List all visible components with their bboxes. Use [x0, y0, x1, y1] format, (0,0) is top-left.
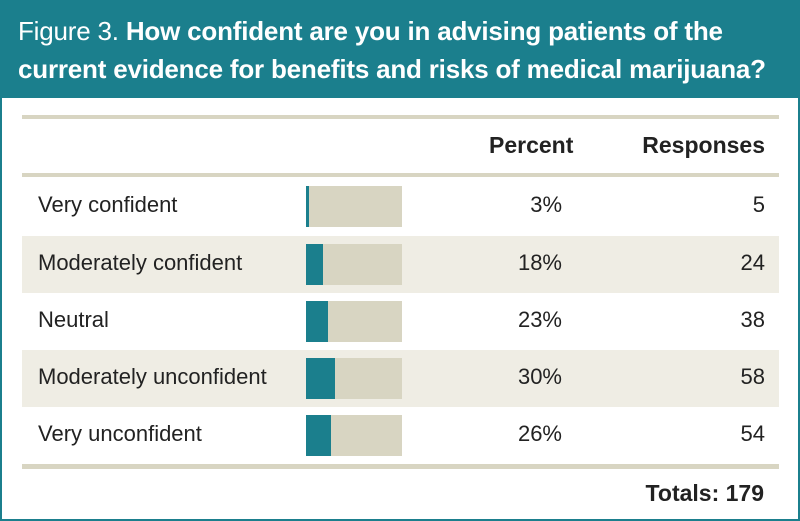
- bar-fill: [306, 358, 335, 399]
- figure-label: Figure 3.: [18, 16, 119, 46]
- table-row: Very unconfident 26% 54: [22, 407, 779, 464]
- bar-fill: [306, 301, 329, 342]
- figure-header: Figure 3. How confident are you in advis…: [2, 2, 798, 98]
- responses-column-header: Responses: [642, 132, 765, 158]
- percent-value: 26%: [517, 421, 562, 446]
- bar-track: [306, 415, 402, 456]
- table-row: Moderately confident 18% 24: [22, 236, 779, 293]
- bar-fill: [306, 415, 331, 456]
- row-label: Very confident: [38, 192, 178, 217]
- header-rule: [22, 173, 779, 177]
- top-rule: [22, 115, 779, 119]
- table-row: Very confident 3% 5: [22, 178, 779, 235]
- table-row: Moderately unconfident 30% 58: [22, 350, 779, 407]
- responses-value: 58: [740, 364, 765, 389]
- figure-title-part-1: How confident are you in advising patien…: [125, 16, 723, 46]
- percent-value: 3%: [530, 192, 562, 217]
- responses-value: 5: [752, 192, 765, 217]
- figure-title-line-2: current evidence for benefits and risks …: [18, 54, 766, 84]
- percent-column-header: Percent: [489, 132, 574, 158]
- responses-value: 38: [740, 307, 765, 332]
- bottom-rule: [22, 464, 779, 469]
- row-label: Moderately confident: [38, 250, 243, 275]
- bar-track: [306, 186, 402, 227]
- row-label: Very unconfident: [38, 421, 202, 446]
- percent-value: 18%: [517, 250, 562, 275]
- responses-value: 24: [740, 250, 765, 275]
- bar-track: [306, 301, 402, 342]
- figure-title-line-1: Figure 3. How confident are you in advis…: [18, 16, 723, 47]
- table-row: Neutral 23% 38: [22, 293, 779, 350]
- percent-value: 23%: [517, 307, 562, 332]
- responses-value: 54: [740, 421, 765, 446]
- bar-fill: [306, 186, 309, 227]
- percent-value: 30%: [517, 364, 562, 389]
- row-label: Neutral: [38, 307, 109, 332]
- row-label: Moderately unconfident: [38, 364, 267, 389]
- totals-label: Totals: 179: [645, 480, 764, 506]
- bar-fill: [306, 244, 324, 285]
- bar-track: [306, 358, 402, 399]
- bar-track: [306, 244, 402, 285]
